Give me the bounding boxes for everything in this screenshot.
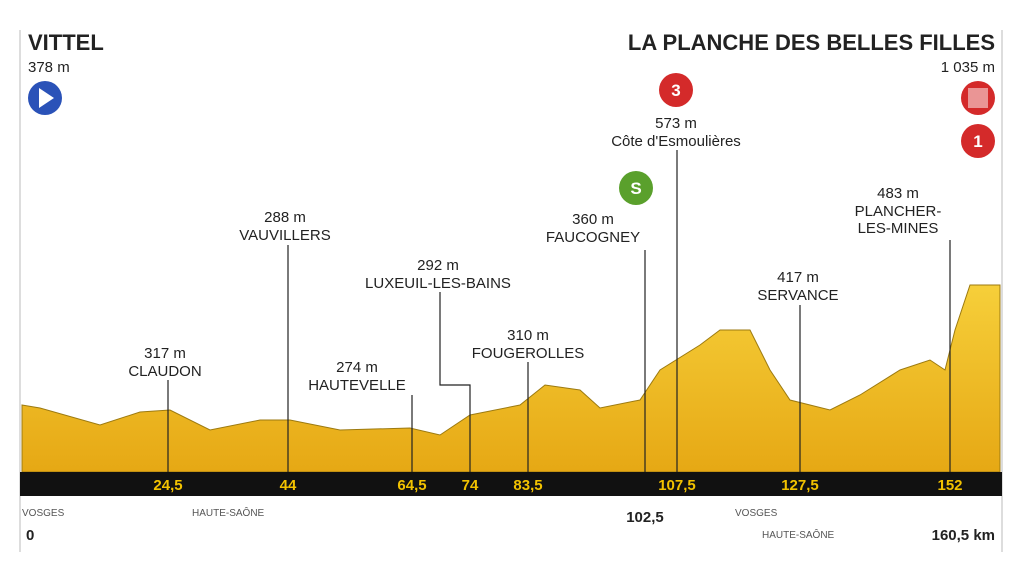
waypoint-altitude: 274 m	[336, 359, 378, 376]
start-altitude: 378 m	[28, 59, 70, 76]
waypoint-name: FOUGEROLLES	[472, 345, 585, 362]
waypoint-name: VAUVILLERS	[239, 227, 330, 244]
climb-badge	[659, 73, 693, 107]
waypoint-km: 102,5	[626, 509, 664, 526]
finish-name: LA PLANCHE DES BELLES FILLES	[628, 30, 995, 55]
waypoint-altitude: 417 m	[777, 269, 819, 286]
waypoint-altitude: 310 m	[507, 327, 549, 344]
sprint-label: S	[630, 179, 641, 198]
finish-km: 160,5 km	[932, 527, 995, 544]
region: VOSGES	[22, 508, 65, 519]
start-arrow	[39, 88, 54, 108]
waypoint-km: 83,5	[513, 477, 542, 494]
waypoint-name: LES-MINES	[858, 220, 939, 237]
waypoint-altitude: 317 m	[144, 345, 186, 362]
waypoint-km: 152	[937, 477, 962, 494]
waypoint-altitude: 360 m	[572, 211, 614, 228]
finish-category: 1	[973, 132, 982, 151]
start-km: 0	[26, 527, 34, 544]
waypoint-altitude: 483 m	[877, 185, 919, 202]
waypoint-km: 127,5	[781, 477, 819, 494]
distance-band	[20, 472, 1002, 496]
waypoint-name: LUXEUIL-LES-BAINS	[365, 275, 511, 292]
leader-line	[439, 292, 471, 472]
finish-category-badge	[961, 124, 995, 158]
waypoint-altitude: 288 m	[264, 209, 306, 226]
waypoint-km: 24,5	[153, 477, 182, 494]
waypoint-altitude: 292 m	[417, 257, 459, 274]
waypoint-km: 44	[280, 477, 297, 494]
waypoint-name: CLAUDON	[128, 363, 201, 380]
region: HAUTE-SAÔNE	[192, 506, 265, 519]
waypoint-km: 107,5	[658, 477, 696, 494]
waypoint-altitude: 573 m	[655, 115, 697, 132]
climb-category: 3	[671, 81, 680, 100]
finish-flag	[968, 88, 988, 108]
waypoint-name: FAUCOGNEY	[546, 229, 640, 246]
waypoint-name: SERVANCE	[757, 287, 838, 304]
sprint-badge	[619, 171, 653, 205]
finish-altitude: 1 035 m	[941, 59, 995, 76]
waypoint-km: 74	[462, 477, 479, 494]
waypoint-km: 64,5	[397, 477, 426, 494]
region: HAUTE-SAÔNE	[762, 528, 835, 541]
waypoint-name: Côte d'Esmoulières	[611, 133, 741, 150]
start-name: VITTEL	[28, 30, 104, 55]
waypoint-name: PLANCHER-	[855, 203, 942, 220]
region: VOSGES	[735, 508, 778, 519]
waypoint-name: HAUTEVELLE	[308, 377, 406, 394]
